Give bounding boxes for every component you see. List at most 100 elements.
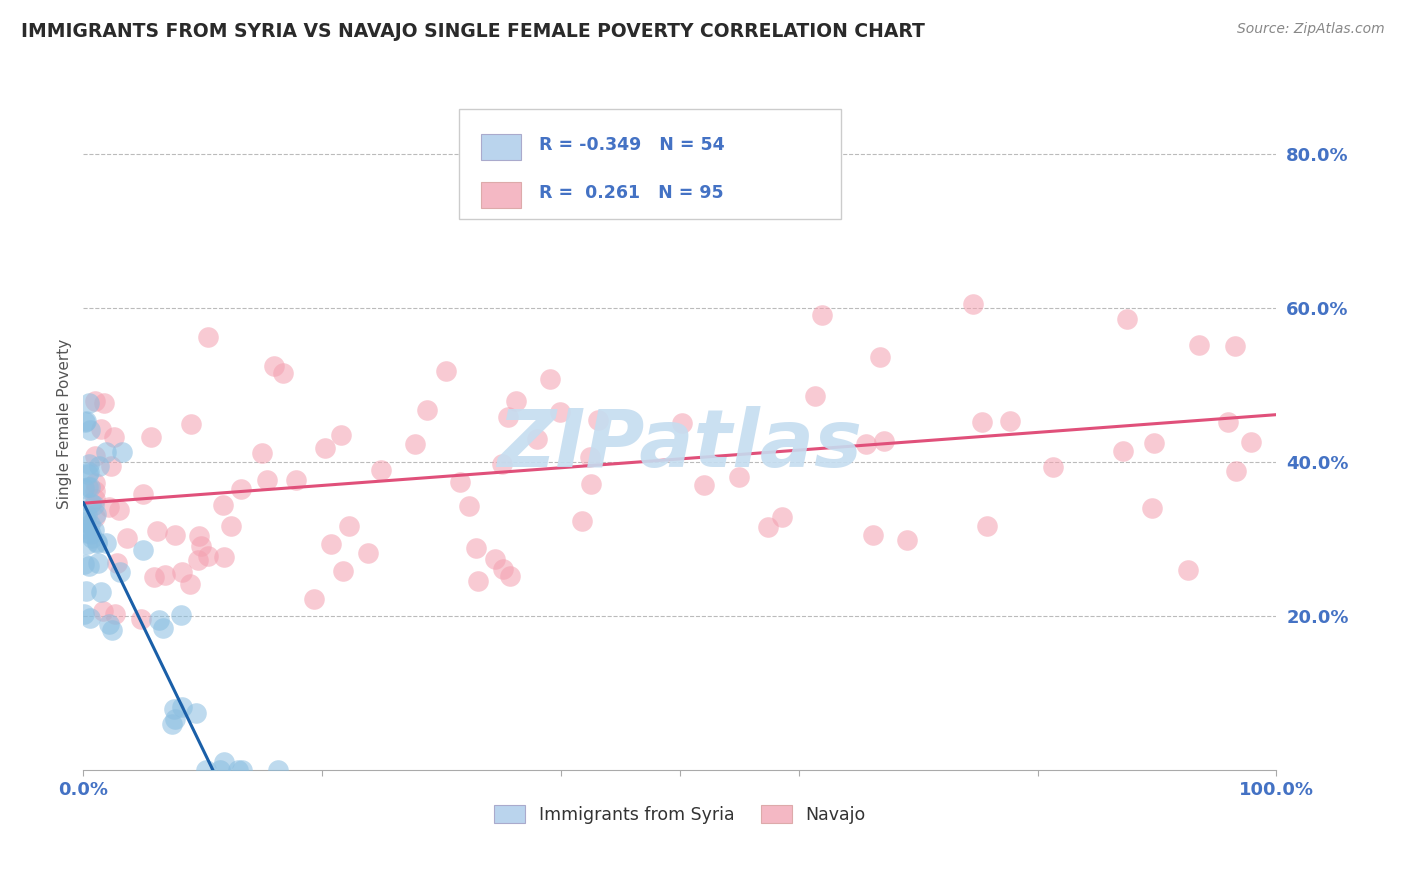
Point: [79, 423, 101, 437]
Point: [80, 527, 103, 541]
Point: [160, 717, 183, 731]
Point: [221, 519, 243, 533]
Point: [1042, 459, 1064, 474]
Point: [76, 480, 98, 494]
Point: [581, 476, 603, 491]
Point: [75, 584, 97, 599]
Point: [84, 483, 107, 498]
Point: [72, 557, 94, 571]
Point: [1000, 413, 1022, 427]
Point: [83, 498, 105, 512]
Point: [90, 584, 112, 599]
Point: [434, 364, 457, 378]
Point: [79, 496, 101, 510]
Point: [496, 409, 519, 424]
Point: [302, 592, 325, 607]
Point: [357, 546, 380, 560]
Point: [90, 422, 112, 436]
Point: [77, 396, 100, 410]
Point: [179, 577, 201, 591]
Point: [211, 499, 233, 513]
Bar: [481, 182, 522, 209]
Point: [170, 566, 193, 580]
Point: [416, 403, 439, 417]
Point: [770, 510, 793, 524]
Point: [75, 522, 97, 536]
Point: [370, 463, 392, 477]
Point: [970, 415, 993, 429]
Point: [76, 537, 98, 551]
Point: [87, 556, 110, 570]
Point: [79, 480, 101, 494]
Point: [1225, 464, 1247, 478]
Point: [226, 764, 249, 778]
Point: [84, 510, 107, 524]
Point: [873, 434, 896, 449]
Point: [131, 543, 153, 558]
Point: [187, 553, 209, 567]
Point: [76, 526, 98, 541]
Bar: [481, 134, 522, 160]
Point: [231, 764, 253, 778]
Point: [97, 617, 120, 632]
Point: [1240, 434, 1263, 449]
Text: R =  0.261   N = 95: R = 0.261 N = 95: [540, 184, 724, 202]
Point: [84, 449, 107, 463]
Point: [86, 535, 108, 549]
Point: [73, 607, 96, 621]
Point: [143, 570, 166, 584]
Point: [153, 568, 176, 582]
Point: [319, 537, 342, 551]
Point: [77, 558, 100, 573]
Text: IMMIGRANTS FROM SYRIA VS NAVAJO SINGLE FEMALE POVERTY CORRELATION CHART: IMMIGRANTS FROM SYRIA VS NAVAJO SINGLE F…: [21, 22, 925, 41]
Point: [84, 507, 107, 521]
Point: [538, 372, 561, 386]
Point: [329, 427, 352, 442]
Point: [73, 415, 96, 429]
Point: [73, 515, 96, 529]
FancyBboxPatch shape: [460, 109, 841, 219]
Point: [115, 531, 138, 545]
Point: [75, 414, 97, 428]
Point: [862, 528, 884, 542]
Point: [212, 550, 235, 565]
Point: [180, 417, 202, 431]
Point: [231, 482, 253, 496]
Point: [96, 444, 118, 458]
Point: [271, 367, 294, 381]
Point: [1188, 338, 1211, 352]
Text: R = -0.349   N = 54: R = -0.349 N = 54: [540, 136, 725, 153]
Point: [84, 491, 107, 506]
Point: [548, 405, 571, 419]
Legend: Immigrants from Syria, Navajo: Immigrants from Syria, Navajo: [494, 805, 866, 824]
Point: [87, 458, 110, 473]
Point: [93, 396, 115, 410]
Point: [163, 528, 186, 542]
Point: [145, 524, 167, 538]
Text: Source: ZipAtlas.com: Source: ZipAtlas.com: [1237, 22, 1385, 37]
Point: [79, 466, 101, 480]
Point: [337, 519, 360, 533]
Point: [492, 562, 515, 576]
Point: [449, 475, 471, 489]
Point: [571, 514, 593, 528]
Point: [1223, 339, 1246, 353]
Point: [79, 611, 101, 625]
Point: [869, 350, 891, 364]
Point: [263, 359, 285, 374]
Point: [855, 437, 877, 451]
Point: [111, 445, 134, 459]
Point: [105, 556, 128, 570]
Point: [84, 393, 107, 408]
Point: [163, 702, 186, 716]
Point: [804, 389, 827, 403]
Point: [1177, 563, 1199, 577]
Point: [195, 764, 218, 778]
Point: [76, 508, 98, 522]
Point: [104, 607, 127, 622]
Point: [404, 436, 426, 450]
Point: [728, 469, 751, 483]
Point: [96, 536, 118, 550]
Point: [208, 764, 231, 778]
Point: [132, 486, 155, 500]
